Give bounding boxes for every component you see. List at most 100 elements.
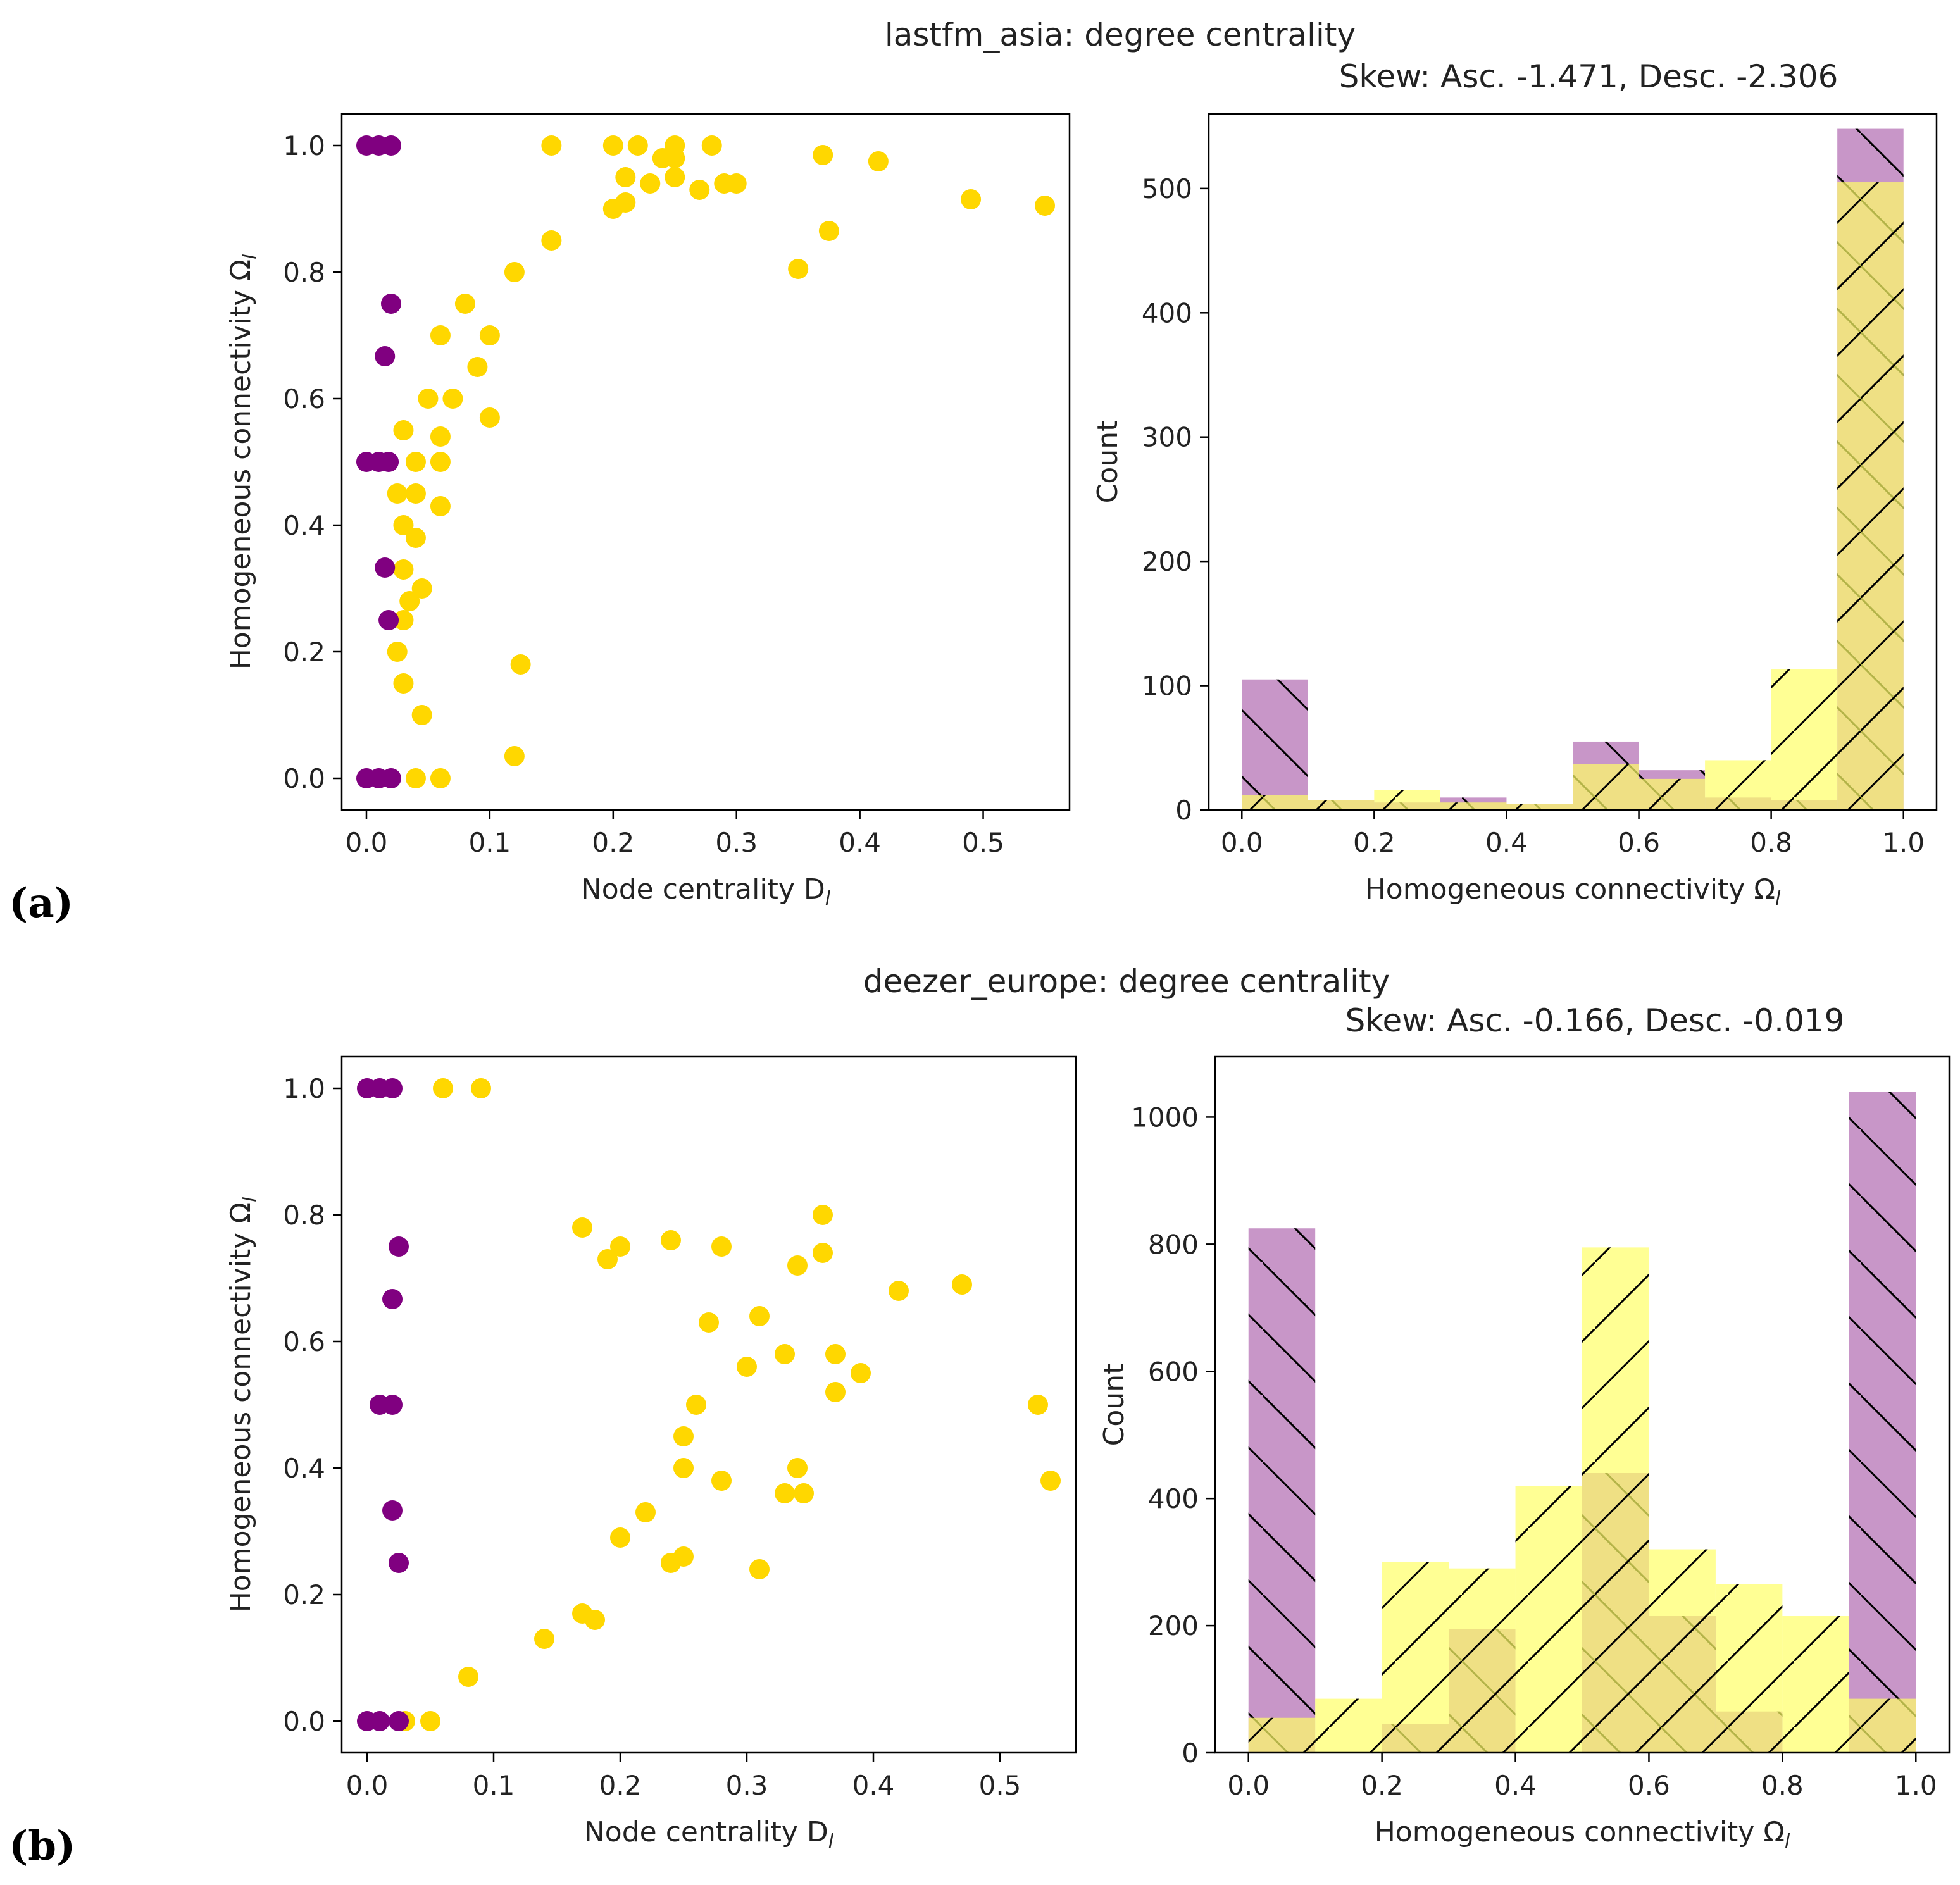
scatter-b-ytick-label-5: 1.0 <box>283 1073 325 1104</box>
scatter-a-point-yellow-28 <box>479 407 500 428</box>
scatter-a-ytick-label-1: 0.2 <box>283 637 325 668</box>
scatter-b-xlabel: Node centrality Dl <box>584 1816 834 1853</box>
scatter-b-point-yellow-11 <box>775 1344 795 1364</box>
scatter-a-point-yellow-35 <box>393 515 414 535</box>
scatter-b-point-purple-3 <box>389 1236 409 1257</box>
scatter-b-point-yellow-5 <box>787 1255 808 1276</box>
scatter-b-point-yellow-35 <box>635 1502 656 1522</box>
scatter-a-point-yellow-45 <box>504 746 525 766</box>
scatter-a-point-yellow-10 <box>726 173 747 194</box>
scatter-a-point-yellow-44 <box>510 654 531 675</box>
hist-a-hatch-Desc.-7 <box>1705 760 1771 810</box>
scatter-b-point-yellow-26 <box>673 1546 694 1567</box>
scatter-b-xtick-label-5: 0.5 <box>979 1770 1021 1801</box>
hist-b-frame <box>1214 1055 1951 1754</box>
scatter-a-point-yellow-36 <box>405 528 426 548</box>
scatter-a-point-yellow-29 <box>418 389 439 409</box>
hist-b-hatch-Desc.-9 <box>1849 1698 1916 1753</box>
scatter-a-point-yellow-40 <box>393 610 414 630</box>
scatter-a-point-yellow-15 <box>813 145 833 165</box>
hist-b-ytick-label-4: 800 <box>1148 1229 1199 1260</box>
hist-a-ytick-label-5: 500 <box>1142 173 1192 204</box>
scatter-a-point-yellow-47 <box>405 768 426 788</box>
histogram-b: 0.0 0.2 0.4 0.6 0.8 1.0 0 200 400 600 800 1000 Homog… <box>1098 1055 1951 1853</box>
scatter-b-point-yellow-36 <box>699 1312 719 1333</box>
scatter-b-point-yellow-8 <box>889 1281 909 1301</box>
scatter-b-ylabel: Homogeneous connectivity Ωl <box>225 1197 261 1612</box>
hist-b-ytick-label-0: 0 <box>1182 1738 1199 1769</box>
hist-a-ylabel: Count <box>1092 421 1124 504</box>
scatter-a-ylabel: Homogeneous connectivity Ωl <box>225 254 261 669</box>
scatter-a-point-yellow-1 <box>602 135 623 156</box>
scatter-a-xtick-label-1: 0.1 <box>468 827 511 858</box>
hist-a-frame <box>1208 113 1938 811</box>
scatter-b-point-yellow-22 <box>737 1357 757 1377</box>
hist-b-ytick-label-5: 1000 <box>1131 1102 1199 1133</box>
hist-a-ytick-label-2: 200 <box>1142 546 1192 577</box>
scatter-a-point-yellow-31 <box>430 452 451 472</box>
hist-a-hatch-Desc.-8 <box>1771 669 1838 810</box>
scatter-b-point-yellow-9 <box>952 1274 972 1295</box>
scatter-a-point-purple-4 <box>375 346 396 366</box>
scatter-a-point-yellow-6 <box>665 148 685 168</box>
hist-b-ylabel: Count <box>1098 1364 1130 1446</box>
scatter-b-frame <box>340 1055 1077 1754</box>
scatter-a-point-yellow-41 <box>387 642 408 662</box>
scatter-b-point-purple-4 <box>382 1289 403 1309</box>
hist-a-hatch-Desc.-0 <box>1242 795 1308 810</box>
scatter-a-point-yellow-46 <box>430 768 451 788</box>
hist-a-xtick-label-3: 0.6 <box>1618 827 1660 858</box>
scatter-b-xtick-label-1: 0.1 <box>473 1770 515 1801</box>
scatter-a-point-yellow-39 <box>399 591 420 611</box>
hist-b-xlabel: Homogeneous connectivity Ωl <box>1375 1816 1790 1853</box>
hist-a-hatch-Desc.-5 <box>1573 764 1639 810</box>
scatter-b-point-yellow-6 <box>813 1205 833 1225</box>
hist-a-xtick-label-5: 1.0 <box>1882 827 1925 858</box>
scatter-a-point-yellow-48 <box>387 483 408 504</box>
scatter-b-point-yellow-32 <box>597 1249 618 1269</box>
hist-title-b: Skew: Asc. -0.166, Desc. -0.019 <box>1345 1002 1845 1039</box>
scatter-a-point-yellow-42 <box>393 673 414 694</box>
scatter-a-point-yellow-21 <box>541 230 562 251</box>
scatter-b-point-purple-10 <box>370 1711 390 1731</box>
scatter-b-point-yellow-2 <box>610 1236 630 1257</box>
scatter-b-point-yellow-18 <box>775 1483 795 1503</box>
hist-a-ytick-label-4: 400 <box>1142 297 1192 328</box>
scatter-a-point-yellow-34 <box>405 452 426 472</box>
scatter-b-point-yellow-34 <box>673 1426 694 1446</box>
scatter-a-point-yellow-43 <box>411 705 432 725</box>
scatter-a-point-purple-3 <box>380 294 401 314</box>
scatter-b-point-yellow-15 <box>1028 1395 1048 1415</box>
hist-a-xtick-label-1: 0.2 <box>1353 827 1395 858</box>
scatter-a-point-yellow-32 <box>430 496 451 516</box>
scatter-b-point-purple-2 <box>382 1078 403 1098</box>
hist-b-hatch-Desc.-8 <box>1782 1616 1849 1753</box>
scatter-a-ytick-label-2: 0.4 <box>283 510 325 541</box>
scatter-a-point-yellow-49 <box>393 420 414 440</box>
hist-a-hatch-Desc.-4 <box>1506 804 1573 810</box>
scatter-b-point-purple-6 <box>382 1395 403 1415</box>
scatter-a-xlabel: Node centrality Dl <box>581 873 831 910</box>
scatter-a-point-yellow-27 <box>442 389 463 409</box>
hist-b-hatch-Desc.-3 <box>1449 1568 1516 1753</box>
scatter-b-point-yellow-12 <box>825 1344 846 1364</box>
scatter-a-point-yellow-17 <box>961 189 982 209</box>
scatter-b-point-yellow-3 <box>661 1230 681 1250</box>
scatter-a-point-yellow-37 <box>393 559 414 580</box>
scatter-b-point-yellow-1 <box>471 1078 491 1098</box>
scatter-b-point-purple-8 <box>389 1553 409 1573</box>
scatter-a-point-yellow-2 <box>627 135 648 156</box>
hist-a-hatch-Desc.-6 <box>1639 778 1706 810</box>
scatter-a-point-purple-9 <box>378 610 399 630</box>
scatter-a-xtick-label-3: 0.3 <box>715 827 758 858</box>
scatter-a-point-yellow-11 <box>640 173 661 194</box>
scatter-a-frame <box>340 113 1071 811</box>
scatter-a-ytick-label-3: 0.6 <box>283 383 325 414</box>
hist-a-hatch-Asc.-0 <box>1242 679 1308 810</box>
scatter-b-point-yellow-0 <box>433 1078 453 1098</box>
scatter-b-point-yellow-23 <box>686 1395 706 1415</box>
hist-b-ytick-label-3: 600 <box>1148 1356 1199 1387</box>
hist-b-hatch-Desc.-7 <box>1715 1584 1783 1753</box>
scatter-a-point-yellow-14 <box>602 199 623 219</box>
scatter-a-point-yellow-16 <box>868 151 889 171</box>
